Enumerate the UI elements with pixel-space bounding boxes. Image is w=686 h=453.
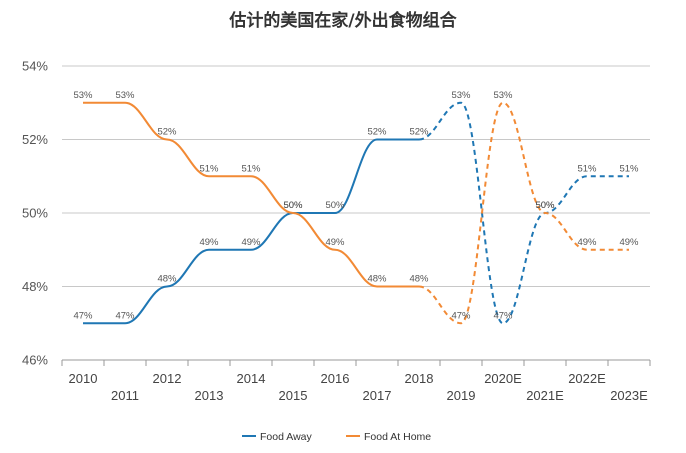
y-tick-label: 50% [22,206,48,221]
x-tick-label: 2022E [568,371,606,386]
data-label: 51% [241,163,261,174]
data-label: 49% [619,237,639,248]
data-label: 50% [325,200,345,211]
x-tick-label: 2018 [405,371,434,386]
axis-layer: 46% 48% 50% 52% 54% 2010 2011 2012 2013 2014 2015 2… [22,59,651,403]
x-tick-label: 2010 [69,371,98,386]
data-label: 49% [241,237,261,248]
data-label: 52% [409,127,429,138]
legend: Food Away Food At Home [242,431,431,443]
data-label: 53% [115,90,135,101]
data-label: 48% [157,274,177,285]
data-label: 50% [283,200,303,211]
data-label: 51% [199,163,219,174]
data-label: 51% [619,163,639,174]
x-tick-label: 2020E [484,371,522,386]
series-line-0 [83,138,419,325]
data-label: 53% [451,90,471,101]
x-tick-label: 2021E [526,388,564,403]
series-line-estimate-1 [418,101,629,325]
x-tick-label: 2014 [237,371,266,386]
legend-entry-0: Food Away [260,431,313,443]
legend-entry-1: Food At Home [364,431,431,443]
y-tick-label: 52% [22,132,48,147]
data-label: 50% [535,200,555,211]
series-layer [82,101,629,325]
data-label: 52% [157,127,177,138]
data-label: 48% [367,274,387,285]
data-label: 47% [493,310,513,321]
data-label: 49% [577,237,597,248]
x-tick-label: 2017 [363,388,392,403]
series-line-1 [82,101,419,288]
x-tick-label: 2012 [153,371,182,386]
x-tick-label: 2016 [321,371,350,386]
x-tick-label: 2019 [447,388,476,403]
data-label: 53% [73,90,93,101]
data-label: 51% [577,163,597,174]
data-label: 49% [199,237,219,248]
data-label: 52% [367,127,387,138]
x-tick-label: 2013 [195,388,224,403]
data-label: 48% [409,274,429,285]
data-label: 47% [451,310,471,321]
x-tick-label: 2023E [610,388,648,403]
series-line-estimate-0 [418,101,629,325]
x-tick-label: 2015 [279,388,308,403]
data-label: 50% [283,200,303,211]
chart-title: 估计的美国在家/外出食物组合 [229,11,457,31]
data-label: 50% [535,200,555,211]
data-label: 49% [325,237,345,248]
data-label: 53% [493,90,513,101]
y-tick-label: 46% [22,353,48,368]
data-label-layer: 47% 47% 48% 49% 49% 50% 50% 52% 52% 53% 47% 50% 51% 5… [73,90,639,322]
grid-layer [62,65,650,361]
data-label: 47% [73,310,93,321]
data-label: 47% [115,310,135,321]
y-tick-label: 48% [22,279,48,294]
y-tick-label: 54% [22,59,48,74]
x-tick-label: 2011 [111,388,139,403]
